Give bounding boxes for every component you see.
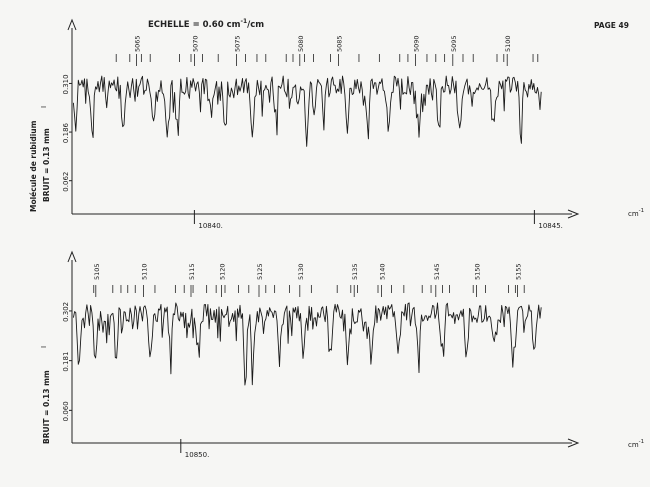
lower-spectrum-panel: cm-1 10850. 0.302 0.181 0.060 I 5105 5110 5115 51… bbox=[40, 250, 644, 459]
y-tick-label: 0.060 bbox=[62, 401, 70, 421]
line-number-label: 5105 bbox=[93, 263, 101, 280]
x-unit-label: cm-1 bbox=[628, 208, 644, 218]
line-number-label: 5100 bbox=[504, 35, 512, 52]
molecule-label: Molécule de rubidium bbox=[29, 120, 38, 212]
line-number-label: 5095 bbox=[450, 35, 458, 52]
line-number-label: 5110 bbox=[140, 263, 148, 280]
upper-spectrum-panel: cm-1 10840. 10845. 0.310 0.186 0.062 I 5065 5070… bbox=[40, 18, 644, 230]
line-number-label: 5130 bbox=[297, 263, 305, 280]
x-tick-label: 10850. bbox=[185, 451, 210, 459]
intensity-symbol: I bbox=[40, 106, 48, 108]
y-tick-label: 0.310 bbox=[62, 74, 70, 94]
line-number-label: 5125 bbox=[256, 263, 264, 280]
line-number-label: 5085 bbox=[336, 35, 344, 52]
y-tick-label: 0.186 bbox=[62, 122, 70, 143]
spectrum-trace bbox=[72, 75, 542, 147]
line-number-label: 5135 bbox=[351, 263, 359, 280]
y-axis-arrow bbox=[67, 250, 77, 263]
x-axis-arrow bbox=[567, 209, 580, 219]
scale-label: ECHELLE = 0.60 cm-1/cm bbox=[148, 18, 264, 30]
y-tick-label: 0.302 bbox=[62, 302, 70, 322]
x-tick-label: 10845. bbox=[538, 222, 563, 230]
intensity-symbol: I bbox=[40, 346, 48, 348]
line-number-label: 5075 bbox=[234, 35, 242, 52]
spectrum-trace bbox=[72, 302, 542, 386]
x-unit-label: cm-1 bbox=[628, 439, 644, 449]
line-number-label: 5070 bbox=[191, 35, 199, 52]
page-number: PAGE 49 bbox=[594, 21, 629, 30]
x-tick-label: 10840. bbox=[198, 222, 223, 230]
line-number-label: 5090 bbox=[412, 35, 420, 52]
line-number-label: 5145 bbox=[433, 263, 441, 280]
line-number-label: 5150 bbox=[474, 263, 482, 280]
noise-label-top: BRUIT = 0.13 mm bbox=[42, 128, 51, 202]
y-axis-arrow bbox=[67, 18, 77, 31]
y-tick-label: 0.062 bbox=[62, 172, 70, 192]
x-axis-arrow bbox=[567, 438, 580, 448]
line-number-label: 5080 bbox=[297, 35, 305, 52]
line-number-label: 5140 bbox=[378, 263, 386, 280]
y-tick-label: 0.181 bbox=[62, 352, 70, 372]
line-number-label: 5120 bbox=[219, 263, 227, 280]
noise-label-bottom: BRUIT = 0.13 mm bbox=[42, 370, 51, 444]
line-number-label: 5115 bbox=[188, 263, 196, 280]
line-number-label: 5155 bbox=[514, 263, 522, 280]
line-number-label: 5065 bbox=[134, 35, 142, 52]
